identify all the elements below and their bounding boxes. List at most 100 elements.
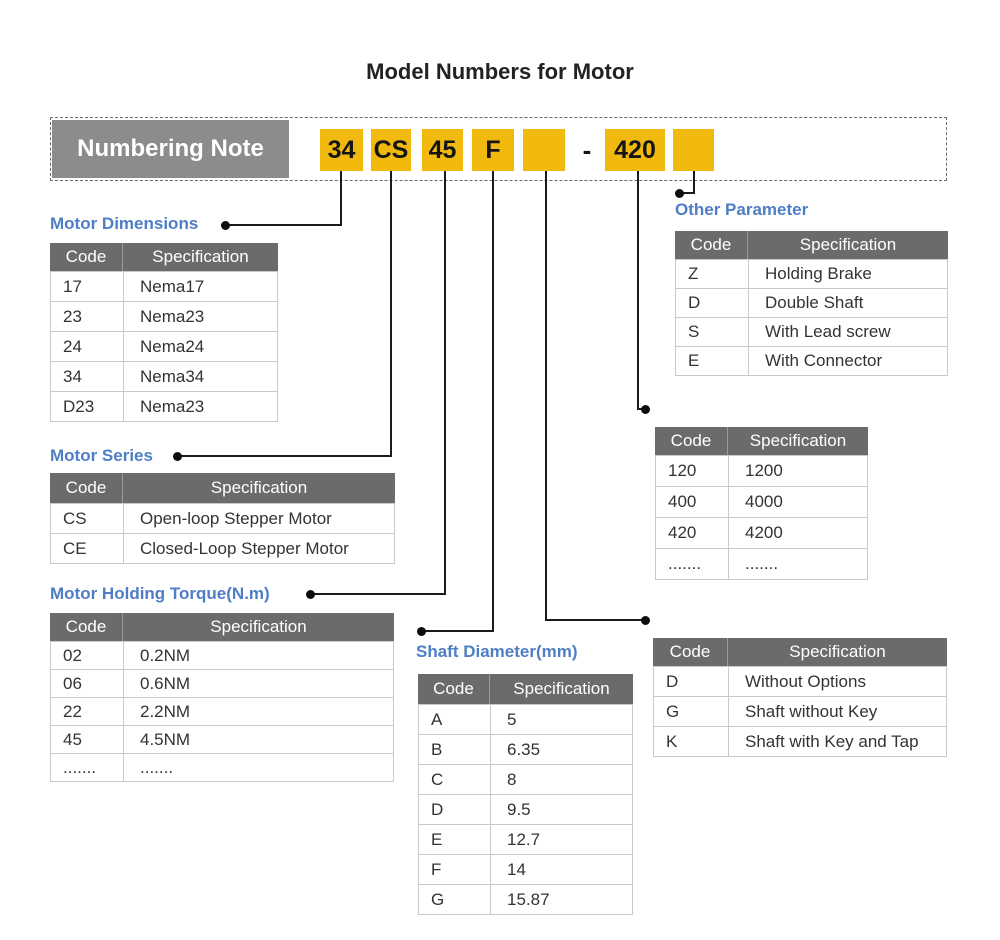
table-row: D Double Shaft <box>676 288 947 317</box>
motor-series-table: Code Specification CS Open-loop Stepper … <box>50 473 395 564</box>
connector-line <box>693 171 695 194</box>
table-row: CS Open-loop Stepper Motor <box>51 503 394 533</box>
table-row: D Without Options <box>654 666 946 696</box>
table-row: A 5 <box>419 704 632 734</box>
column-header-code: Code <box>50 613 123 641</box>
cell-specification: With Connector <box>765 351 883 370</box>
cell-specification: Shaft without Key <box>745 701 878 721</box>
table-header: Code Specification <box>50 473 395 503</box>
cell-code: 34 <box>51 362 124 391</box>
column-header-code: Code <box>675 231 748 259</box>
connector-dot <box>675 189 684 198</box>
table-header: Code Specification <box>675 231 948 259</box>
model-segment-420: 420 <box>605 129 665 171</box>
column-header-specification: Specification <box>789 642 886 661</box>
cell-code: 45 <box>51 726 124 753</box>
table-row: ....... ....... <box>656 548 867 579</box>
cell-specification: 0.6NM <box>140 673 191 693</box>
cell-code: 02 <box>51 642 124 669</box>
cell-specification: ....... <box>140 757 174 777</box>
column-header-specification: Specification <box>513 679 610 698</box>
shaft-diameter-table: Code Specification A 5 B 6.35 C 8 <box>418 674 633 915</box>
table-row: D 9.5 <box>419 794 632 824</box>
cell-code: K <box>654 727 729 756</box>
table-row: 17 Nema17 <box>51 271 277 301</box>
section-label-other-parameter: Other Parameter <box>675 200 809 219</box>
numbering-note-label: Numbering Note <box>52 120 289 178</box>
cell-specification: 0.2NM <box>140 645 191 665</box>
cell-code: 24 <box>51 332 124 361</box>
cell-code: D23 <box>51 392 124 421</box>
table-header: Code Specification <box>50 243 278 271</box>
table-row: C 8 <box>419 764 632 794</box>
table-row: E With Connector <box>676 346 947 375</box>
page-title: Model Numbers for Motor <box>366 59 634 84</box>
table-row: 02 0.2NM <box>51 641 393 669</box>
connector-dot <box>221 221 230 230</box>
numbering-note-panel <box>50 117 947 181</box>
cell-code: B <box>419 735 491 764</box>
cell-code: 06 <box>51 670 124 697</box>
cell-code: Z <box>676 260 749 288</box>
connector-line <box>177 455 391 457</box>
cell-code: C <box>419 765 491 794</box>
table-row: S With Lead screw <box>676 317 947 346</box>
cell-specification: 2.2NM <box>140 701 191 721</box>
table-header: Code Specification <box>418 674 633 704</box>
cell-specification: Without Options <box>745 671 866 691</box>
cell-specification: 4200 <box>745 523 783 542</box>
table-row: ....... ....... <box>51 753 393 781</box>
cell-code: ....... <box>51 754 124 781</box>
cell-specification: 15.87 <box>507 889 550 909</box>
column-header-code: Code <box>50 473 123 503</box>
model-separator: - <box>582 134 592 165</box>
cell-specification: 9.5 <box>507 799 531 819</box>
cell-code: F <box>419 855 491 884</box>
column-header-code: Code <box>655 427 728 455</box>
model-segment-series: CS <box>371 129 411 171</box>
column-header-code: Code <box>418 674 490 704</box>
table-row: 120 1200 <box>656 455 867 486</box>
cell-specification: Shaft with Key and Tap <box>745 731 919 751</box>
connector-dot <box>641 405 650 414</box>
connector-line <box>492 171 494 632</box>
model-segment-shaft: F <box>472 129 514 171</box>
cell-specification: 5 <box>507 709 517 729</box>
table-row: G Shaft without Key <box>654 696 946 726</box>
connector-dot <box>173 452 182 461</box>
connector-line <box>545 619 645 621</box>
table-row: 420 4200 <box>656 517 867 548</box>
cell-specification: Nema17 <box>140 276 205 296</box>
cell-specification: 14 <box>507 859 526 879</box>
connector-line <box>421 630 493 632</box>
connector-line <box>679 192 695 194</box>
cell-specification: Nema34 <box>140 366 205 386</box>
cell-code: 23 <box>51 302 124 331</box>
connector-dot <box>417 627 426 636</box>
cell-code: 22 <box>51 698 124 725</box>
cell-specification: Nema23 <box>140 396 205 416</box>
cell-specification: Nema23 <box>140 306 205 326</box>
connector-line <box>545 171 547 621</box>
cell-specification: 4000 <box>745 492 783 511</box>
column-header-code: Code <box>50 243 123 271</box>
cell-code: E <box>419 825 491 854</box>
cell-specification: Closed-Loop Stepper Motor <box>140 538 349 558</box>
connector-line <box>637 171 639 410</box>
column-header-specification: Specification <box>210 617 307 636</box>
table-header: Code Specification <box>653 638 947 666</box>
table-row: 22 2.2NM <box>51 697 393 725</box>
table-row: G 15.87 <box>419 884 632 914</box>
cell-code: ....... <box>656 549 729 579</box>
cell-specification: ....... <box>745 554 779 573</box>
model-segment-blank-1 <box>523 129 565 171</box>
table-row: 06 0.6NM <box>51 669 393 697</box>
cell-code: 420 <box>656 518 729 548</box>
table-row: E 12.7 <box>419 824 632 854</box>
connector-line <box>310 593 445 595</box>
cell-specification: 8 <box>507 769 517 789</box>
cell-code: D <box>676 289 749 317</box>
cell-code: D <box>419 795 491 824</box>
cell-code: E <box>676 347 749 375</box>
